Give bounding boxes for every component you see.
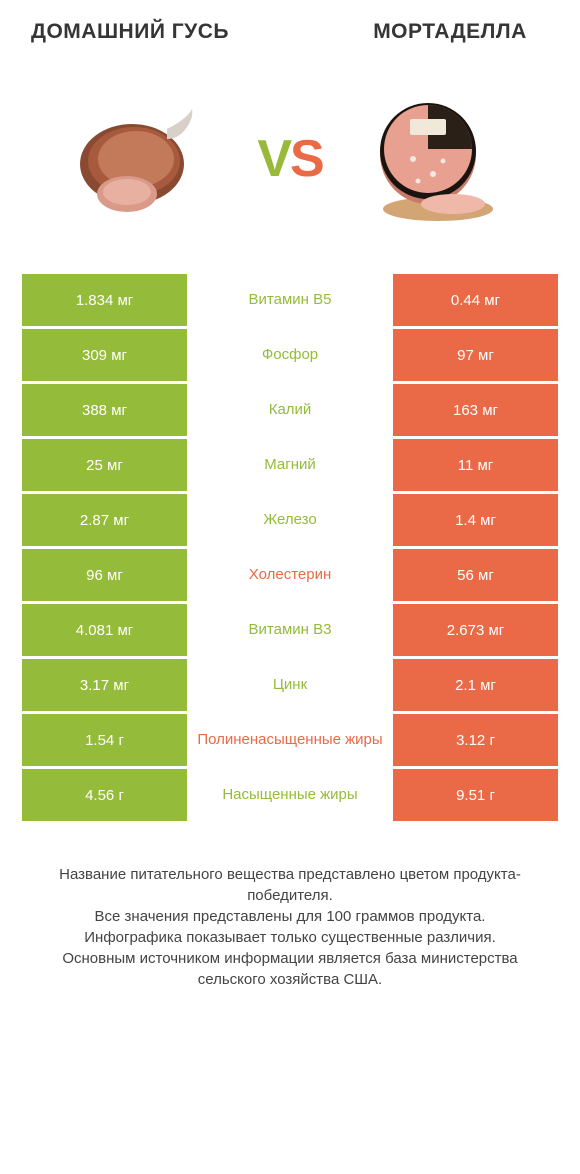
vs-row: VS (0, 54, 580, 274)
nutrient-label: Калий (187, 384, 393, 436)
table-row: 4.081 мгВитамин B32.673 мг (22, 604, 558, 656)
vs-badge: VS (257, 129, 322, 189)
left-product-image (67, 84, 237, 234)
right-value-cell: 3.12 г (393, 714, 558, 766)
left-product-title: Домашний гусь (30, 20, 230, 44)
left-value-cell: 2.87 мг (22, 494, 187, 546)
nutrient-label: Цинк (187, 659, 393, 711)
right-value-cell: 9.51 г (393, 769, 558, 821)
right-value-cell: 1.4 мг (393, 494, 558, 546)
nutrient-label: Витамин B5 (187, 274, 393, 326)
footer-line-4: Основным источником информации является … (28, 948, 552, 990)
goose-meat-icon (72, 89, 232, 229)
footer-line-1: Название питательного вещества представл… (28, 864, 552, 906)
table-row: 1.54 гПолиненасыщенные жиры3.12 г (22, 714, 558, 766)
nutrient-label: Железо (187, 494, 393, 546)
table-row: 25 мгМагний11 мг (22, 439, 558, 491)
footer-line-3: Инфографика показывает только существенн… (28, 927, 552, 948)
right-value-cell: 56 мг (393, 549, 558, 601)
left-value-cell: 96 мг (22, 549, 187, 601)
right-value-cell: 163 мг (393, 384, 558, 436)
left-value-cell: 3.17 мг (22, 659, 187, 711)
right-value-cell: 2.673 мг (393, 604, 558, 656)
nutrient-table: 1.834 мгВитамин B50.44 мг309 мгФосфор97 … (0, 274, 580, 821)
table-row: 388 мгКалий163 мг (22, 384, 558, 436)
table-row: 4.56 гНасыщенные жиры9.51 г (22, 769, 558, 821)
left-value-cell: 4.081 мг (22, 604, 187, 656)
table-row: 309 мгФосфор97 мг (22, 329, 558, 381)
left-value-cell: 309 мг (22, 329, 187, 381)
nutrient-label: Фосфор (187, 329, 393, 381)
right-product-title: Мортаделла (350, 20, 550, 44)
right-value-cell: 97 мг (393, 329, 558, 381)
nutrient-label: Насыщенные жиры (187, 769, 393, 821)
table-row: 3.17 мгЦинк2.1 мг (22, 659, 558, 711)
left-value-cell: 25 мг (22, 439, 187, 491)
table-row: 2.87 мгЖелезо1.4 мг (22, 494, 558, 546)
mortadella-icon (348, 89, 508, 229)
footer-line-2: Все значения представлены для 100 граммо… (28, 906, 552, 927)
nutrient-label: Магний (187, 439, 393, 491)
nutrient-label: Холестерин (187, 549, 393, 601)
right-value-cell: 11 мг (393, 439, 558, 491)
right-value-cell: 0.44 мг (393, 274, 558, 326)
left-value-cell: 1.834 мг (22, 274, 187, 326)
nutrient-label: Витамин B3 (187, 604, 393, 656)
vs-letter-v: V (257, 130, 290, 188)
vs-letter-s: S (290, 130, 323, 188)
table-row: 96 мгХолестерин56 мг (22, 549, 558, 601)
header-row: Домашний гусь Мортаделла (0, 0, 580, 54)
table-row: 1.834 мгВитамин B50.44 мг (22, 274, 558, 326)
left-value-cell: 1.54 г (22, 714, 187, 766)
left-value-cell: 4.56 г (22, 769, 187, 821)
right-product-image (343, 84, 513, 234)
footer-notes: Название питательного вещества представл… (0, 824, 580, 990)
nutrient-label: Полиненасыщенные жиры (187, 714, 393, 766)
right-value-cell: 2.1 мг (393, 659, 558, 711)
left-value-cell: 388 мг (22, 384, 187, 436)
